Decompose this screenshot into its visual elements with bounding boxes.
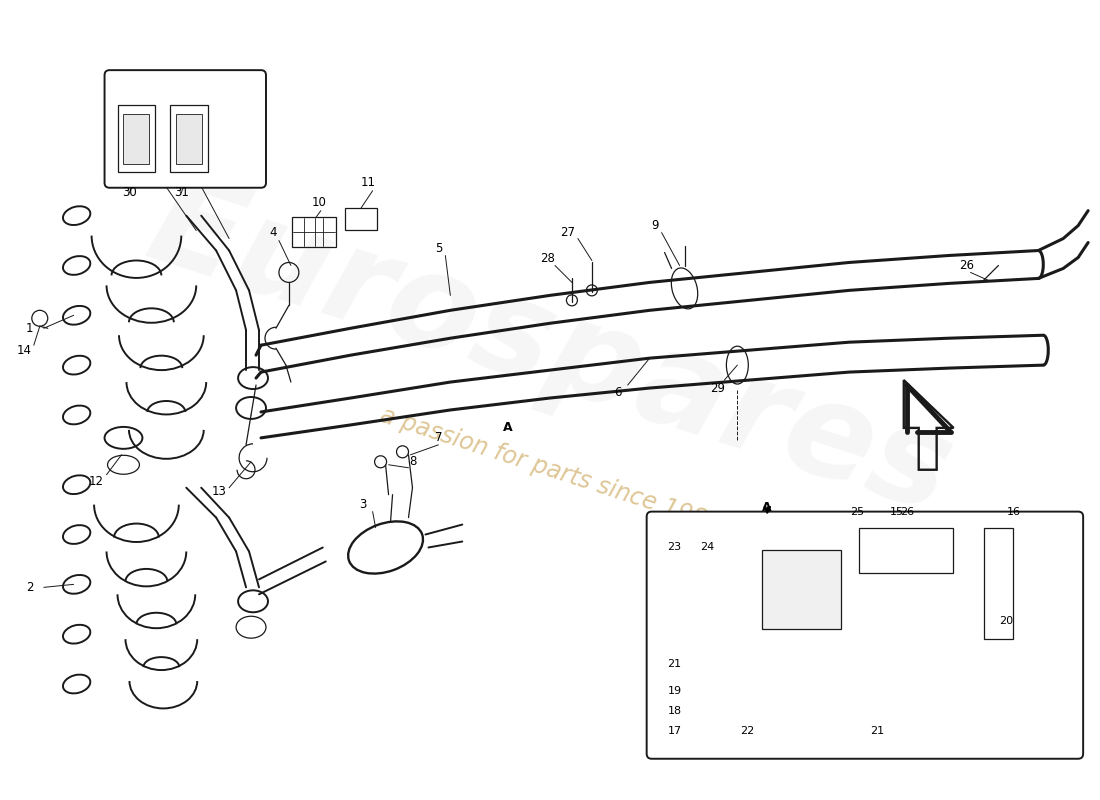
Text: 23: 23 bbox=[668, 542, 682, 553]
Text: 9: 9 bbox=[651, 219, 659, 232]
Text: 24: 24 bbox=[701, 542, 715, 553]
Text: 18: 18 bbox=[668, 706, 682, 716]
Text: 31: 31 bbox=[174, 186, 189, 199]
Circle shape bbox=[802, 579, 826, 603]
Text: 19: 19 bbox=[668, 686, 682, 696]
FancyBboxPatch shape bbox=[762, 550, 842, 630]
Text: 26: 26 bbox=[900, 506, 914, 517]
Text: 29: 29 bbox=[710, 382, 725, 394]
Text: 5: 5 bbox=[434, 242, 442, 255]
FancyBboxPatch shape bbox=[104, 70, 266, 188]
Text: 4: 4 bbox=[270, 226, 277, 239]
Text: 3: 3 bbox=[359, 498, 366, 511]
Text: 22: 22 bbox=[740, 726, 755, 736]
Text: A: A bbox=[762, 501, 772, 514]
Text: 21: 21 bbox=[870, 726, 884, 736]
Text: 26: 26 bbox=[959, 259, 974, 272]
Text: a passion for parts since 1985: a passion for parts since 1985 bbox=[376, 403, 724, 536]
Text: 14: 14 bbox=[16, 344, 31, 357]
Text: 8: 8 bbox=[409, 455, 416, 468]
Text: 30: 30 bbox=[122, 186, 136, 199]
Text: Eurospares: Eurospares bbox=[133, 161, 967, 540]
Text: 13: 13 bbox=[211, 485, 227, 498]
Circle shape bbox=[776, 579, 799, 603]
Text: 15: 15 bbox=[890, 506, 904, 517]
FancyBboxPatch shape bbox=[176, 114, 202, 164]
Text: 16: 16 bbox=[1006, 506, 1021, 517]
Text: 7: 7 bbox=[434, 431, 442, 444]
Text: 17: 17 bbox=[668, 726, 682, 736]
Text: 20: 20 bbox=[999, 616, 1013, 626]
Text: 21: 21 bbox=[668, 659, 682, 669]
Text: 12: 12 bbox=[89, 475, 104, 488]
Text: 25: 25 bbox=[850, 506, 864, 517]
Text: 27: 27 bbox=[560, 226, 575, 239]
Text: 6: 6 bbox=[614, 386, 622, 398]
Text: 11: 11 bbox=[361, 176, 376, 190]
Text: 10: 10 bbox=[311, 196, 327, 209]
Text: 28: 28 bbox=[540, 252, 556, 265]
FancyBboxPatch shape bbox=[647, 512, 1084, 758]
Text: 1: 1 bbox=[26, 322, 34, 334]
FancyBboxPatch shape bbox=[123, 114, 150, 164]
Text: A: A bbox=[504, 422, 513, 434]
Text: 2: 2 bbox=[26, 581, 34, 594]
